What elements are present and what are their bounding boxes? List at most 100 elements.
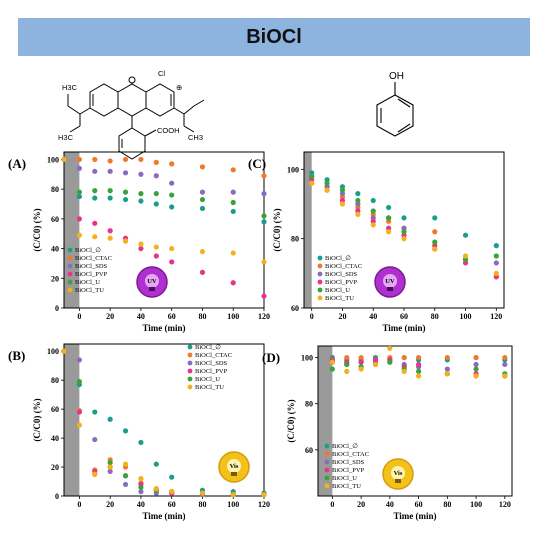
data-point — [493, 270, 499, 276]
data-point — [169, 180, 175, 186]
data-point — [107, 460, 113, 466]
x-tick-label: 0 — [77, 500, 81, 509]
data-point — [153, 461, 159, 467]
legend-marker — [317, 271, 323, 277]
data-point — [92, 436, 98, 443]
data-point — [324, 180, 330, 186]
data-point — [76, 409, 82, 415]
data-point — [92, 168, 98, 174]
legend-marker — [187, 344, 193, 350]
x-tick-label: 60 — [168, 312, 176, 321]
legend-label: BiOCl_CTAC — [75, 255, 112, 262]
data-point — [261, 491, 267, 498]
x-tick-label: 80 — [198, 312, 206, 321]
data-point — [230, 199, 236, 206]
data-point — [138, 484, 144, 490]
legend-marker — [187, 384, 193, 390]
data-point — [344, 354, 350, 361]
data-point — [122, 428, 129, 434]
legend-label: BiOCl_∅ — [325, 255, 351, 262]
data-point — [153, 201, 159, 207]
data-point — [401, 354, 407, 361]
y-tick-label: 60 — [305, 446, 313, 455]
data-point — [107, 168, 113, 174]
data-point — [344, 368, 350, 374]
x-tick-label: 100 — [227, 500, 239, 509]
data-point — [107, 158, 113, 164]
data-point — [473, 361, 479, 368]
data-point — [92, 188, 98, 194]
x-tick-label: 120 — [258, 312, 270, 321]
legend-label: BiOCl_U — [325, 287, 350, 294]
legend-marker — [324, 475, 330, 481]
x-tick-label: 0 — [330, 500, 334, 509]
data-point — [493, 253, 499, 259]
x-tick-label: 40 — [137, 500, 145, 509]
x-tick-label: 80 — [431, 312, 439, 321]
data-point — [415, 368, 422, 374]
data-point — [329, 366, 335, 372]
legend-label: BiOCl_PVP — [332, 467, 365, 474]
data-point — [76, 156, 82, 163]
legend-label: BiOCl_CTAC — [325, 263, 362, 270]
dark-period-shade — [64, 344, 80, 496]
panel-letter: (D) — [262, 350, 280, 365]
badge-label: UV — [147, 278, 157, 285]
data-point — [153, 159, 159, 165]
legend-label: BiOCl_SDS — [75, 263, 108, 270]
y-tick-label: 80 — [291, 235, 299, 244]
y-tick-label: 60 — [51, 215, 59, 224]
x-tick-label: 60 — [415, 500, 423, 509]
data-point — [358, 359, 364, 365]
data-point — [261, 293, 267, 299]
data-point — [107, 464, 113, 470]
y-tick-label: 0 — [55, 492, 59, 501]
x-tick-label: 100 — [227, 312, 239, 321]
legend-marker — [324, 467, 330, 473]
data-point — [401, 229, 407, 235]
plot-frame — [317, 345, 513, 497]
methyl-label-c: CH3 — [188, 133, 203, 142]
legend-label: BiOCl_SDS — [332, 459, 365, 466]
data-point — [370, 197, 376, 204]
data-point — [169, 259, 175, 265]
hydroxyl-label: OH — [389, 71, 404, 82]
data-point — [122, 196, 129, 203]
y-tick-label: 20 — [51, 274, 59, 283]
legend-label: BiOCl_U — [195, 376, 220, 383]
legend-label: BiOCl_∅ — [75, 247, 101, 254]
data-point — [122, 473, 129, 479]
panel-c: 0 20 40 60 80 100 120 60 80 100 Time (min) (C/C0) (… — [248, 151, 505, 333]
x-tick-label: 0 — [77, 312, 81, 321]
x-axis-label: Time (min) — [142, 323, 185, 333]
data-point — [462, 232, 469, 238]
y-axis-label: (C/C0) (%) — [32, 398, 42, 441]
bulb-base-icon — [149, 287, 155, 291]
data-point — [339, 201, 346, 207]
legend-marker — [317, 295, 323, 301]
data-point — [61, 156, 67, 163]
dark-period-shade — [318, 346, 333, 496]
data-point — [230, 189, 236, 195]
data-point — [386, 204, 392, 211]
x-tick-label: 100 — [460, 312, 472, 321]
x-tick-label: 60 — [400, 312, 408, 321]
data-point — [92, 234, 98, 240]
data-point — [502, 361, 508, 368]
panel-a: 0 20 40 60 80 100 120 0 20 40 60 80 100 Time (min) (C/… — [8, 151, 270, 333]
y-tick-label: 80 — [51, 376, 59, 385]
data-point — [153, 191, 159, 197]
data-point — [92, 220, 98, 226]
data-point — [138, 156, 144, 163]
data-point — [153, 253, 159, 259]
data-point — [169, 474, 175, 480]
data-point — [230, 280, 236, 286]
y-tick-label: 80 — [51, 185, 59, 194]
data-point — [153, 173, 159, 179]
rhodamine-labels: H3C H3C CH3 Cl ⊕ COOH — [58, 69, 203, 142]
bulb-icon — [145, 274, 159, 288]
panel-letter: (A) — [8, 156, 26, 171]
data-point — [309, 173, 315, 179]
data-point — [355, 197, 361, 204]
